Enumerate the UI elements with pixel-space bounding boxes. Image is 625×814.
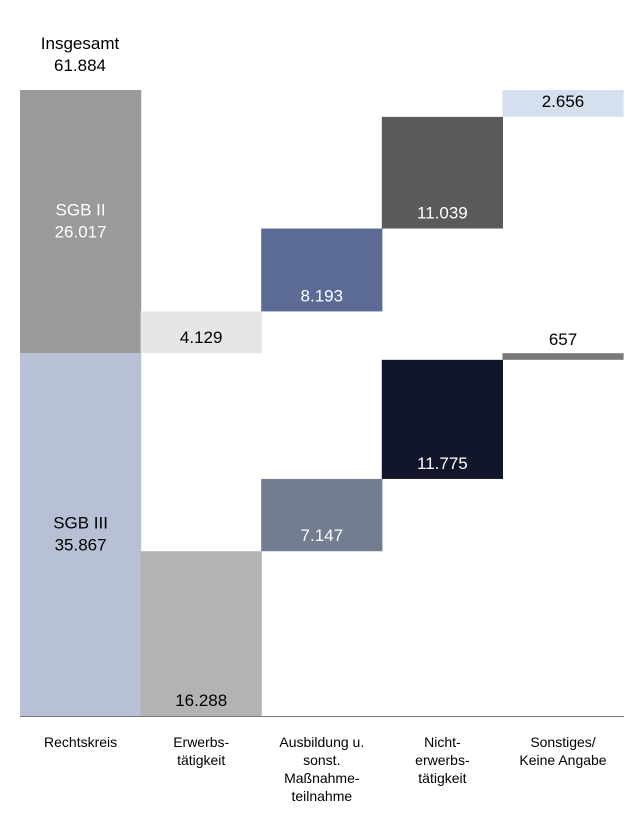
data-label: 657 xyxy=(549,330,577,349)
bar-2-sgb-iii xyxy=(261,478,383,552)
bar-1-sgb-iii xyxy=(140,551,262,716)
bar-0-sgb-ii xyxy=(20,90,142,354)
bar-labels-layer: SGB II 26.017 SGB III 35.867 4.129 16.288 8.19… xyxy=(53,92,584,710)
data-label: 2.656 xyxy=(542,92,585,111)
data-label: 35.867 xyxy=(55,536,107,555)
data-label: 4.129 xyxy=(180,328,223,347)
bars-layer xyxy=(20,90,624,716)
bar-1-sgb-ii xyxy=(140,311,262,354)
bar-2-sgb-ii xyxy=(261,228,383,312)
category-label: Rechtskreis xyxy=(44,734,117,750)
segment-name-label: SGB III xyxy=(53,514,108,533)
category-label: Erwerbs-tätigkeit xyxy=(173,734,229,768)
data-label: 26.017 xyxy=(55,223,107,242)
data-label: 11.775 xyxy=(417,454,468,473)
total-value: 61.884 xyxy=(54,56,106,75)
bar-4-sgb-ii xyxy=(502,90,624,117)
category-label: Sonstiges/Keine Angabe xyxy=(519,734,606,768)
data-label: 11.039 xyxy=(417,204,468,223)
segment-name-label: SGB II xyxy=(56,201,106,220)
category-labels-layer: Rechtskreis Erwerbs-tätigkeit Ausbildung u… xyxy=(44,734,607,804)
category-label: Nicht-erwerbs-tätigkeit xyxy=(415,734,470,786)
bar-0-sgb-iii xyxy=(20,353,142,716)
bar-4-sgb-iii xyxy=(502,353,624,360)
category-label: Ausbildung u. sonst. Maßnahme-teilnahme xyxy=(279,734,364,804)
bar-3-sgb-iii xyxy=(381,359,503,479)
data-label: 7.147 xyxy=(301,526,344,545)
bar-3-sgb-ii xyxy=(381,116,503,229)
data-label: 8.193 xyxy=(301,286,344,305)
total-label: Insgesamt xyxy=(41,34,120,53)
data-label: 16.288 xyxy=(175,691,227,710)
